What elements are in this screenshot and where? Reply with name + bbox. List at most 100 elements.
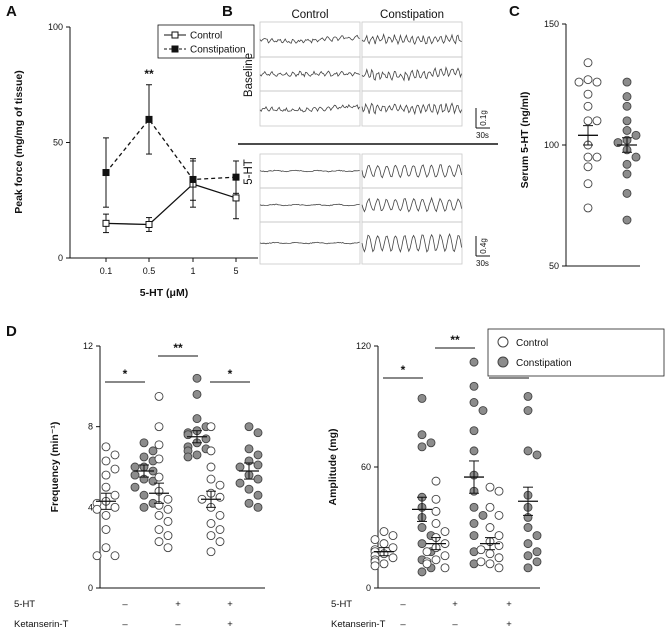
significance-label: **: [173, 341, 183, 355]
data-point-constipation: [417, 442, 427, 452]
trace-group-label: 5-HT: [243, 159, 255, 185]
data-point-constipation: [192, 389, 202, 399]
legend-label: Constipation: [190, 45, 246, 56]
data-point-constipation: [532, 450, 542, 460]
x-axis-label: 5-HT (μM): [140, 287, 188, 299]
data-point-control: [215, 492, 225, 502]
data-point-control: [206, 547, 216, 557]
trace-frame: [259, 21, 361, 58]
data-point-control: [431, 494, 441, 504]
significance-label: *: [401, 363, 406, 377]
data-point-control: [592, 152, 602, 162]
data-point-control: [145, 221, 153, 229]
data-point-constipation: [469, 357, 479, 367]
data-point-control: [476, 557, 486, 567]
trace-frame: [361, 21, 463, 58]
panel-label-c: C: [509, 3, 520, 20]
data-point-constipation: [148, 446, 158, 456]
data-point-constipation: [523, 391, 533, 401]
data-point-constipation: [469, 426, 479, 436]
data-point-control: [101, 442, 111, 452]
x-tick-label: 0.1: [100, 266, 113, 276]
data-point-constipation: [469, 531, 479, 541]
data-point-constipation: [130, 482, 140, 492]
data-point-control: [163, 531, 173, 541]
data-point-control: [370, 561, 380, 571]
data-point-control: [388, 543, 398, 553]
y-tick-label: 50: [53, 138, 63, 148]
y-tick-label: 0: [88, 583, 93, 593]
data-point-control: [592, 77, 602, 87]
data-point-constipation: [139, 452, 149, 462]
data-point-constipation: [523, 551, 533, 561]
data-point-control: [154, 510, 164, 520]
legend-label: Control: [190, 31, 222, 42]
data-point-control: [476, 545, 486, 555]
data-point-control: [110, 551, 120, 561]
data-point-control: [154, 422, 164, 432]
data-point-control: [110, 490, 120, 500]
trace-frame: [259, 56, 361, 92]
data-point-constipation: [478, 406, 488, 415]
y-tick-label: 150: [544, 19, 559, 29]
data-point-control: [215, 510, 225, 520]
y-tick-label: 100: [544, 140, 559, 150]
significance-label: *: [228, 367, 233, 381]
row-mark: –: [122, 599, 128, 610]
serotonin-trace: [361, 164, 462, 179]
data-point-constipation: [417, 393, 427, 403]
data-point-constipation: [622, 92, 632, 102]
data-point-control: [370, 535, 380, 545]
data-point-control: [485, 559, 495, 569]
x-tick-label: 1: [190, 266, 195, 276]
data-point-control: [440, 527, 450, 536]
legend-box: [487, 328, 665, 377]
row-mark: –: [122, 619, 128, 630]
data-point-control: [494, 541, 504, 551]
data-point-constipation: [417, 430, 427, 440]
data-point-control: [583, 162, 593, 172]
row-label: 5-HT: [14, 599, 35, 610]
data-point-constipation: [532, 531, 542, 541]
data-point-constipation: [426, 438, 436, 448]
legend-marker-control: [497, 336, 509, 348]
data-point-control: [206, 519, 216, 528]
legend-marker-constipation: [497, 356, 509, 368]
data-point-control: [388, 553, 398, 563]
row-mark: +: [452, 599, 458, 610]
data-point-control: [485, 549, 495, 559]
data-point-control: [215, 537, 225, 547]
data-point-control: [494, 510, 504, 520]
trace-column-label: Constipation: [380, 9, 444, 21]
data-point-constipation: [622, 188, 632, 198]
data-point-constipation: [469, 519, 479, 528]
data-point-constipation: [232, 173, 240, 181]
y-tick-label: 8: [88, 422, 93, 432]
baseline-trace: [259, 70, 360, 78]
data-point-constipation: [523, 446, 533, 456]
row-label: 5-HT: [331, 599, 352, 610]
data-point-constipation: [253, 450, 263, 460]
row-label: Ketanserin-T: [331, 619, 386, 630]
data-point-constipation: [201, 434, 211, 444]
y-tick-label: 60: [361, 462, 371, 472]
data-point-constipation: [469, 381, 479, 391]
data-point-control: [154, 391, 164, 401]
legend-marker: [171, 45, 179, 53]
x-tick-label: 0.5: [143, 266, 156, 276]
data-point-constipation: [130, 470, 140, 480]
data-point-control: [92, 551, 102, 561]
scale-label-y: 0.1g: [479, 110, 488, 126]
data-point-control: [206, 531, 216, 541]
row-mark: +: [227, 599, 233, 610]
data-point-constipation: [532, 547, 542, 557]
data-point-constipation: [631, 130, 641, 140]
data-point-control: [583, 58, 593, 68]
baseline-trace: [361, 32, 462, 46]
data-point-control: [583, 179, 593, 189]
data-point-control: [379, 559, 389, 569]
trace-frame: [259, 90, 361, 127]
data-point-control: [485, 502, 495, 512]
serotonin-trace: [361, 232, 462, 254]
row-mark: –: [452, 619, 458, 630]
